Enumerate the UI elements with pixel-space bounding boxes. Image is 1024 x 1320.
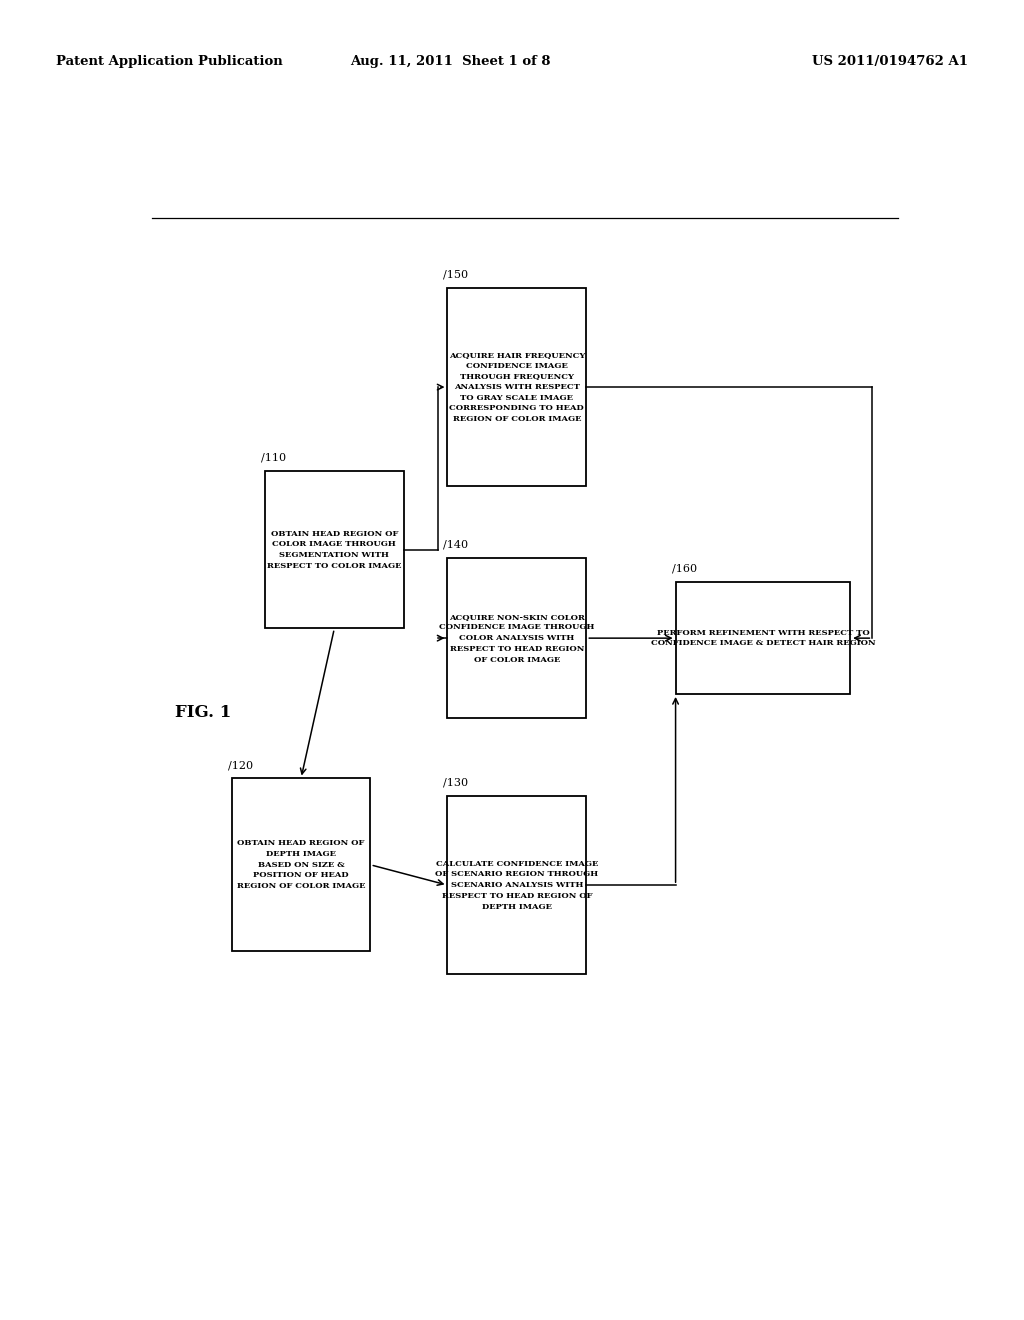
Text: /120: /120: [227, 760, 253, 770]
Text: ACQUIRE NON-SKIN COLOR
CONFIDENCE IMAGE THROUGH
COLOR ANALYSIS WITH
RESPECT TO H: ACQUIRE NON-SKIN COLOR CONFIDENCE IMAGE …: [439, 612, 595, 664]
Text: OBTAIN HEAD REGION OF
COLOR IMAGE THROUGH
SEGMENTATION WITH
RESPECT TO COLOR IMA: OBTAIN HEAD REGION OF COLOR IMAGE THROUG…: [267, 529, 401, 570]
Text: /130: /130: [443, 777, 469, 788]
Bar: [265, 471, 403, 628]
Text: OBTAIN HEAD REGION OF
DEPTH IMAGE
BASED ON SIZE &
POSITION OF HEAD
REGION OF COL: OBTAIN HEAD REGION OF DEPTH IMAGE BASED …: [237, 840, 366, 890]
Text: Patent Application Publication: Patent Application Publication: [56, 55, 283, 69]
Text: /160: /160: [672, 564, 696, 574]
Text: US 2011/0194762 A1: US 2011/0194762 A1: [812, 55, 968, 69]
Text: PERFORM REFINEMENT WITH RESPECT TO
CONFIDENCE IMAGE & DETECT HAIR REGION: PERFORM REFINEMENT WITH RESPECT TO CONFI…: [650, 628, 876, 648]
Text: /150: /150: [443, 269, 469, 280]
Text: FIG. 1: FIG. 1: [175, 704, 231, 721]
Text: /110: /110: [261, 453, 286, 462]
Bar: [447, 288, 587, 486]
Bar: [447, 796, 587, 974]
Bar: [231, 779, 371, 952]
Bar: [676, 582, 850, 694]
Text: /140: /140: [443, 540, 469, 549]
Text: ACQUIRE HAIR FREQUENCY
CONFIDENCE IMAGE
THROUGH FREQUENCY
ANALYSIS WITH RESPECT
: ACQUIRE HAIR FREQUENCY CONFIDENCE IMAGE …: [449, 351, 585, 424]
Text: Aug. 11, 2011  Sheet 1 of 8: Aug. 11, 2011 Sheet 1 of 8: [350, 55, 551, 69]
Text: CALCULATE CONFIDENCE IMAGE
OF SCENARIO REGION THROUGH
SCENARIO ANALYSIS WITH
RES: CALCULATE CONFIDENCE IMAGE OF SCENARIO R…: [435, 859, 598, 911]
Bar: [447, 558, 587, 718]
